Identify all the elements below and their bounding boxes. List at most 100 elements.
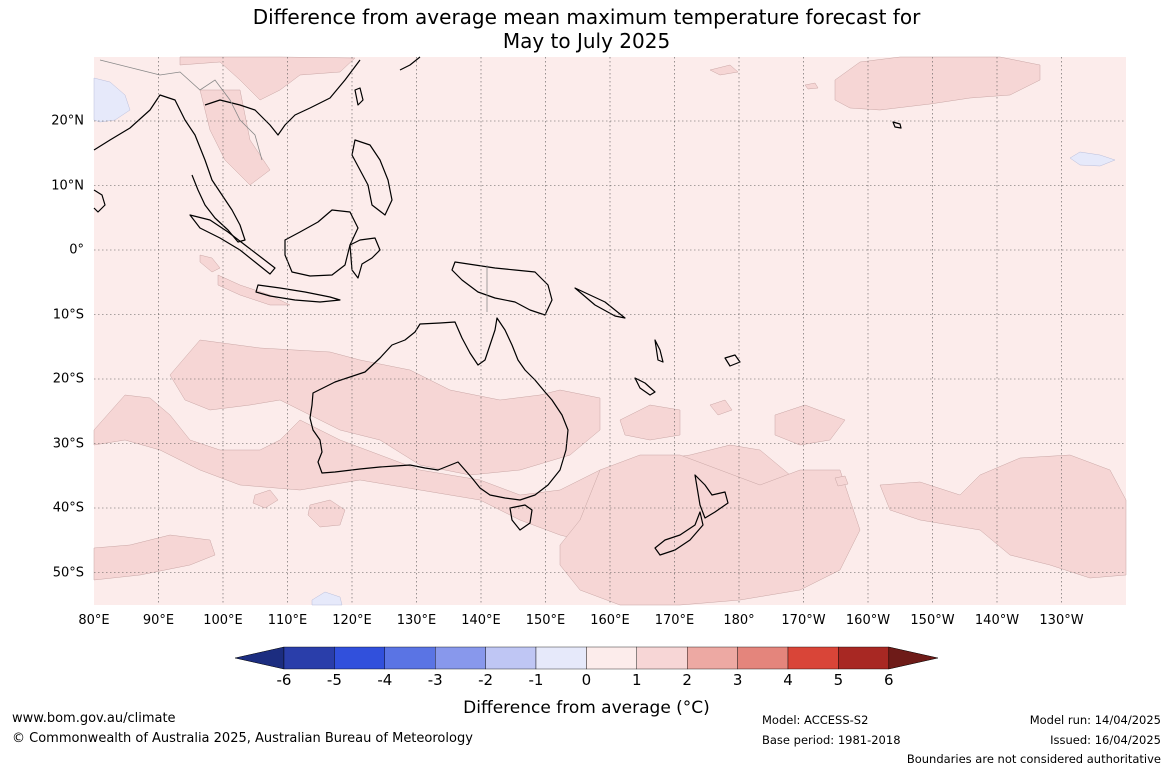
longitude-label: 140°E [461,613,501,628]
warm-zone-tiny-1 [834,475,849,487]
colorbar-bin [435,646,486,670]
latitude-label: 40°S [52,500,84,516]
colorbar-tick-label: 4 [783,671,793,689]
longitude-label: 80°E [78,613,110,628]
longitude-label: 180° [723,613,755,628]
colorbar-bin [636,646,688,670]
latitude-label: 30°S [52,436,84,451]
colorbar-tick-label: 6 [884,671,894,689]
colorbar-bin [838,646,890,670]
latitude-label: 10°N [51,178,84,193]
colorbar-bin [334,646,385,670]
longitude-label: 110°E [267,613,308,628]
footer-copyright: © Commonwealth of Australia 2025, Austra… [12,731,473,746]
sri-lanka-coastline [93,189,106,213]
mainland-asia-coastline [93,59,361,243]
warm-zone-north-pacific [834,56,1041,111]
warm-zone-east-small [709,399,733,416]
colorbar-tick-label: -1 [528,671,544,689]
colorbar-tick-label: 5 [833,671,844,689]
latitude-label: 10°S [52,307,84,322]
colorbar-bin [485,646,537,670]
colorbar-extend-low [234,646,285,670]
warm-anomaly-zones [93,56,1127,606]
coastlines [93,56,902,556]
warm-zone-mainland [199,89,271,186]
colorbar-tick-label: -2 [478,671,494,689]
new-guinea-coastline [451,261,553,316]
colorbar-title: Difference from average (°C) [463,698,710,718]
longitude-label: 160°E [590,613,630,628]
colorbar-bin [737,646,789,670]
warm-zone-north-small-2 [804,82,819,90]
country-borders [99,59,488,312]
warm-zone-java [217,274,291,306]
colorbar-tick-label: 1 [632,671,642,689]
longitude-label: 130°E [396,613,437,628]
border-asia [99,59,263,161]
graticule-grid [94,57,1126,605]
taiwan-coastline [354,87,364,106]
warm-zone-north-small [709,64,739,76]
colorbar-bin [283,646,335,670]
warm-zone-south-indian-3 [252,489,279,509]
philippines-coastline [351,139,393,216]
longitude-label: 120°E [332,613,372,628]
longitude-label: 150°W [910,613,955,628]
colorbar-extend-high [888,646,939,670]
sumatra-coastline [189,214,276,275]
warm-zone-sw-pacific [774,404,846,446]
colorbar-tick-label: -5 [326,671,342,689]
fiji-coastline [724,354,741,367]
hawaii-coastline [892,121,902,129]
java-coastline [255,284,341,303]
colorbar-tick-label: -6 [276,671,292,689]
footer-model: Model: ACCESS-S2 [762,713,869,727]
sulawesi-coastline [349,237,381,279]
warm-zone-asia [179,56,356,101]
longitude-label: 130°W [1039,613,1084,628]
japan-coastline [399,56,421,71]
colorbar-tick-label: -3 [427,671,443,689]
new-zealand-north-coastline [694,474,729,519]
cool-zone-south-indian [311,591,343,606]
solomon-islands-coastline [574,287,626,319]
warm-zone-west-australia [169,339,601,476]
cool-zone-india [93,77,131,123]
colorbar [234,646,939,670]
colorbar-bin [384,646,436,670]
longitude-label: 90°E [142,613,175,628]
footer-model-run: Model run: 14/04/2025 [1029,713,1161,727]
new-zealand-south-coastline [654,511,704,556]
colorbar-bin [787,646,839,670]
footer-website: www.bom.gov.au/climate [12,711,176,726]
australia-coastline [309,317,569,501]
latitude-label: 0° [69,242,84,258]
tasmania-coastline [509,504,533,531]
colorbar-bin [535,646,587,670]
warm-zone-southeast-pacific [559,454,861,606]
cool-zone-north-pacific [1069,151,1116,167]
longitude-label: 150°E [525,613,566,628]
warm-zone-south-indian-1 [93,534,216,581]
colorbar-tick-label: 0 [581,671,592,689]
longitude-label: 170°E [654,613,695,628]
colorbar-tick-label: 3 [732,671,743,689]
longitude-label: 170°W [781,613,826,628]
longitude-label: 160°W [845,613,891,628]
new-caledonia-coastline [634,377,656,396]
footer-issued: Issued: 16/04/2025 [1050,733,1161,747]
latitude-label: 20°S [52,371,84,387]
warm-zone-tasman [619,404,681,441]
colorbar-tick-label: 2 [682,671,692,689]
warm-zone-south-indian-2 [307,499,346,528]
footer-base-period: Base period: 1981-2018 [762,733,901,747]
longitude-label: 100°E [203,613,243,628]
longitude-label: 140°W [974,613,1020,628]
footer-disclaimer: Boundaries are not considered authoritat… [906,752,1161,766]
colorbar-tick-label: -4 [377,671,393,689]
colorbar-bin [687,646,738,670]
latitude-label: 20°N [51,113,84,129]
cool-anomaly-zones [93,77,1116,606]
